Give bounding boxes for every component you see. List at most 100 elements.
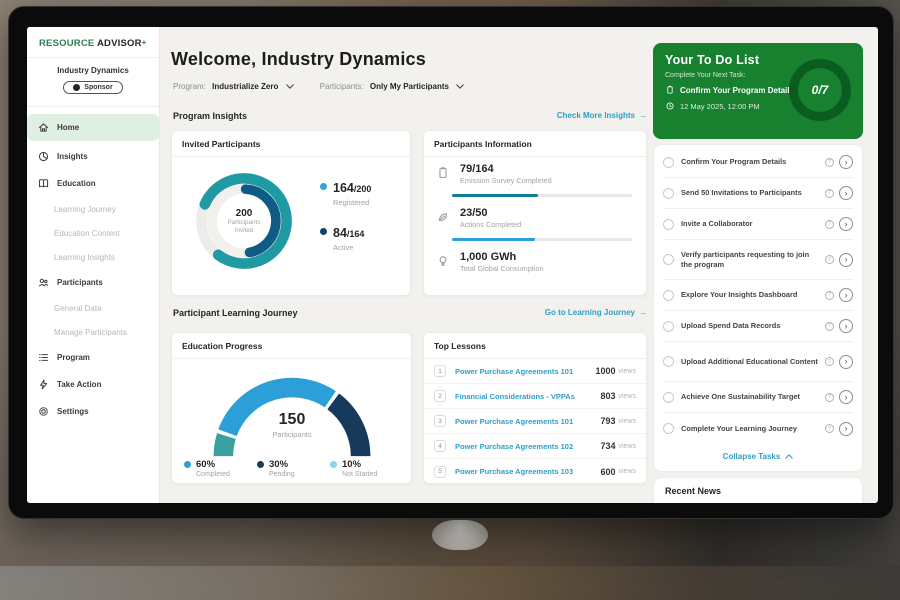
monitor-bezel: RESOURCE ADVISOR+ Industry Dynamics Spon… xyxy=(8,6,894,519)
task-go-button[interactable]: › xyxy=(839,217,853,231)
sidebar-item-label: Home xyxy=(57,123,80,132)
org-name: Industry Dynamics xyxy=(57,66,129,75)
invited-participants-card: Invited Participants 200 Participants In… xyxy=(171,130,411,296)
task-go-button[interactable]: › xyxy=(839,421,853,436)
todo-due-date: 12 May 2025, 12:00 PM xyxy=(665,101,851,111)
stat-label: Emission Survey Completed xyxy=(460,176,552,185)
sidebar-item-education-content[interactable]: Education Content xyxy=(27,221,159,245)
task-go-button[interactable]: › xyxy=(839,288,853,302)
task-checkbox[interactable] xyxy=(663,289,674,301)
collapse-tasks-link[interactable]: Collapse Tasks xyxy=(663,444,853,468)
sidebar-item-learning-insights[interactable]: Learning Insights xyxy=(27,245,159,269)
sidebar-item-education[interactable]: Education xyxy=(27,170,159,197)
task-checkbox[interactable] xyxy=(663,320,674,332)
org-block: Industry Dynamics Sponsor xyxy=(27,58,159,107)
invited-label-1: Participants xyxy=(227,218,261,226)
learning-journey-heading: Participant Learning Journey xyxy=(173,308,298,318)
lesson-link[interactable]: Power Purchase Agreements 101 xyxy=(455,366,574,376)
legend-label: Registered xyxy=(333,198,370,207)
info-icon[interactable]: ? xyxy=(825,424,834,433)
stat-value: 23/50 xyxy=(460,207,488,219)
task-go-button[interactable]: › xyxy=(839,319,853,333)
sidebar-item-label: Settings xyxy=(57,407,89,416)
stat-emission-survey: 79/164 Emission Survey Completed xyxy=(436,163,632,185)
task-checkbox[interactable] xyxy=(663,218,674,230)
task-checkbox[interactable] xyxy=(663,391,674,403)
task-row: Send 50 Invitations to Participants ? › xyxy=(663,178,853,209)
participants-value: Only My Participants xyxy=(369,82,450,91)
todo-progress-ring: 0/7 xyxy=(789,59,851,121)
lesson-row: 1 Power Purchase Agreements 101 1000 vie… xyxy=(424,359,646,384)
sidebar-item-take-action[interactable]: Take Action xyxy=(27,371,159,398)
task-go-button[interactable]: › xyxy=(839,186,853,200)
collapse-label: Collapse Tasks xyxy=(722,451,781,461)
sidebar-item-label: Learning Insights xyxy=(54,252,115,262)
todo-header-panel: Your To Do List Complete Your Next Task:… xyxy=(653,43,863,139)
lesson-link[interactable]: Financial Considerations - VPPAs xyxy=(455,391,575,401)
next-task-label: Confirm Your Program Details xyxy=(680,85,794,95)
info-icon[interactable]: ? xyxy=(825,188,834,198)
participants-select[interactable]: Participants: Only My Participants xyxy=(320,82,465,91)
sidebar-item-settings[interactable]: Settings xyxy=(27,398,159,425)
info-icon[interactable]: ? xyxy=(825,255,834,264)
sidebar-item-home[interactable]: Home xyxy=(27,114,159,141)
lesson-link[interactable]: Power Purchase Agreements 103 xyxy=(455,467,574,476)
clock-icon xyxy=(665,101,675,111)
sidebar-item-insights[interactable]: Insights xyxy=(27,143,159,170)
info-icon[interactable]: ? xyxy=(825,290,834,300)
sidebar-item-label: Education Content xyxy=(54,228,120,238)
views-word: views xyxy=(618,392,636,400)
sidebar-item-general-data[interactable]: General Data xyxy=(27,296,159,320)
task-label: Confirm Your Program Details xyxy=(681,157,787,167)
chevron-up-icon xyxy=(785,453,794,459)
lesson-row: 2 Financial Considerations - VPPAs 803 v… xyxy=(424,384,646,409)
legend-dot xyxy=(257,461,264,468)
task-row: Achieve One Sustainability Target ? › xyxy=(663,382,853,413)
task-go-button[interactable]: › xyxy=(839,390,853,404)
lesson-link[interactable]: Power Purchase Agreements 101 xyxy=(455,416,574,426)
views-count: 600 xyxy=(600,466,616,477)
recent-news-title: Recent News xyxy=(665,486,722,496)
lesson-link[interactable]: Power Purchase Agreements 102 xyxy=(455,441,574,451)
task-checkbox[interactable] xyxy=(663,254,674,265)
sidebar-item-participants[interactable]: Participants xyxy=(27,269,159,296)
info-icon[interactable]: ? xyxy=(825,157,834,167)
task-checkbox[interactable] xyxy=(663,156,674,168)
task-row: Verify participants requesting to join t… xyxy=(663,240,853,280)
sidebar-item-program[interactable]: Program xyxy=(27,344,159,371)
program-select[interactable]: Program: Industrialize Zero xyxy=(173,82,294,91)
donut-center-label: 200 Participants Invited xyxy=(186,163,302,279)
task-checkbox[interactable] xyxy=(663,356,674,367)
task-label: Upload Additional Educational Content xyxy=(681,356,818,366)
check-more-insights-link[interactable]: Check More Insights → xyxy=(457,111,647,120)
views-count: 1000 xyxy=(595,366,616,376)
education-progress-card: Education Progress 150 Participants 60% … xyxy=(171,332,412,484)
info-icon[interactable]: ? xyxy=(825,392,834,402)
info-icon[interactable]: ? xyxy=(825,321,834,331)
legend-denominator: /164 xyxy=(346,229,365,239)
participants-information-card: Participants Information 79/164 Emission… xyxy=(423,130,647,296)
home-icon xyxy=(37,121,50,134)
task-checkbox[interactable] xyxy=(663,423,674,434)
views-count: 803 xyxy=(600,391,616,401)
legend-label: Pending xyxy=(269,471,295,478)
sidebar-item-manage-participants[interactable]: Manage Participants xyxy=(27,320,159,344)
task-label: Complete Your Learning Journey xyxy=(681,423,797,433)
sidebar-item-learning-journey[interactable]: Learning Journey xyxy=(27,197,159,221)
task-label: Upload Spend Data Records xyxy=(681,321,781,331)
task-go-button[interactable]: › xyxy=(839,354,853,369)
info-icon[interactable]: ? xyxy=(825,357,834,366)
program-insights-heading: Program Insights xyxy=(173,111,248,121)
donut-legend: 164/200 Registered 84/164 Active xyxy=(320,179,371,252)
arrow-right-icon: → xyxy=(639,111,647,120)
views-word: views xyxy=(618,442,636,450)
participants-label: Participants: xyxy=(319,82,364,91)
task-go-button[interactable]: › xyxy=(839,252,853,267)
insights-pie-icon xyxy=(37,150,50,163)
task-checkbox[interactable] xyxy=(663,187,674,199)
go-to-learning-journey-link[interactable]: Go to Learning Journey → xyxy=(457,308,647,317)
sidebar-item-label: Learning Journey xyxy=(54,204,116,214)
views-word: views xyxy=(618,367,636,375)
task-go-button[interactable]: › xyxy=(839,155,853,169)
info-icon[interactable]: ? xyxy=(825,219,834,229)
